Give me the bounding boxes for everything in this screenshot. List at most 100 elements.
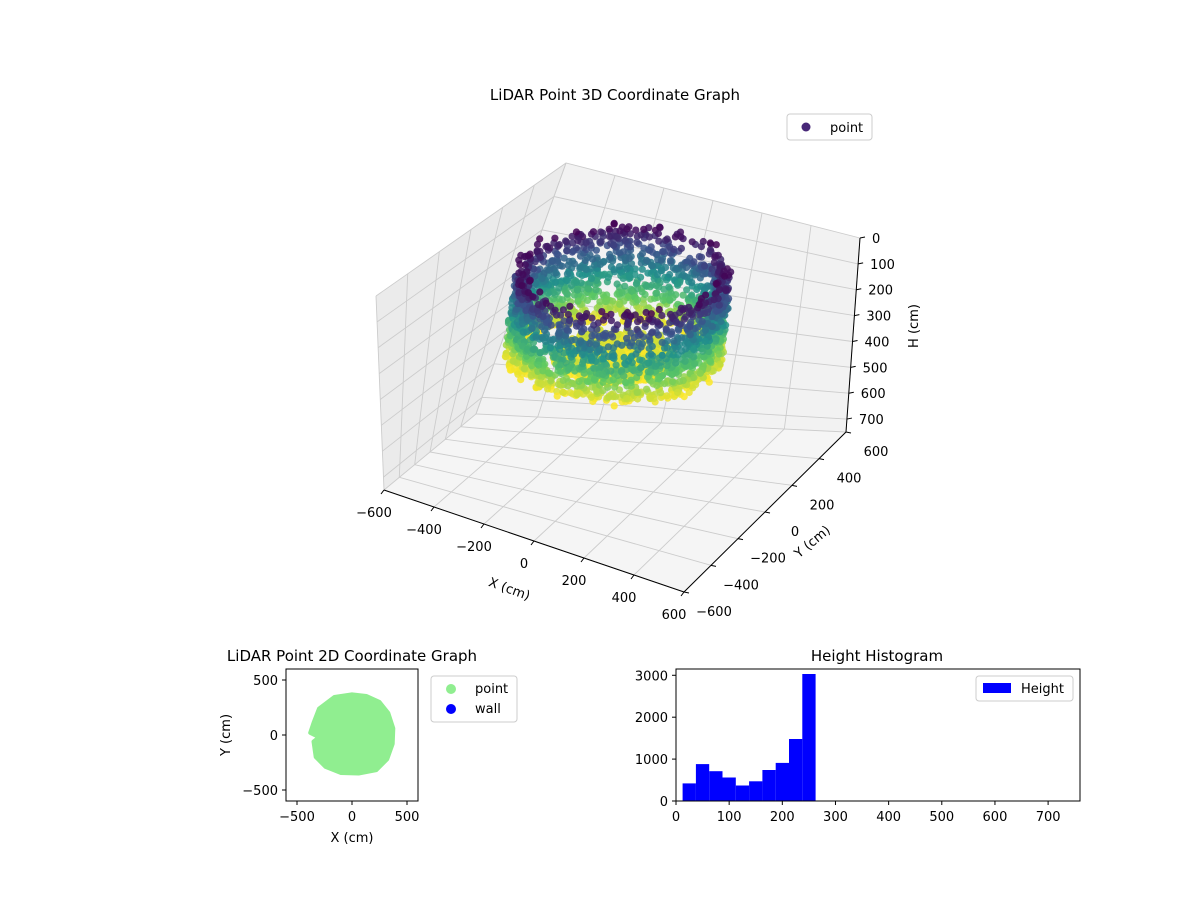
point-3d xyxy=(709,367,717,375)
y-tick-label: 600 xyxy=(864,445,889,460)
z-tick-label: 0 xyxy=(872,232,880,247)
point-3d xyxy=(563,290,571,298)
point-3d xyxy=(570,308,578,316)
point-3d xyxy=(623,320,631,328)
grid-line-y xyxy=(429,229,766,513)
x-tick-label: 600 xyxy=(662,608,687,623)
point-3d xyxy=(616,300,624,308)
point-3d xyxy=(633,388,641,396)
point-3d xyxy=(533,248,541,256)
point-3d xyxy=(621,282,629,290)
point-3d xyxy=(699,329,707,337)
point-3d xyxy=(520,365,528,373)
point-3d xyxy=(599,316,608,324)
point-3d xyxy=(578,271,586,279)
point-3d xyxy=(619,274,627,282)
point-3d xyxy=(715,350,723,358)
point-3d xyxy=(660,380,669,388)
point-3d xyxy=(638,265,646,273)
point-3d xyxy=(544,289,553,297)
point-3d xyxy=(700,353,708,361)
point-3d xyxy=(665,283,673,291)
point-3d xyxy=(712,241,720,249)
plot-2d-ylabel: Y (cm) xyxy=(219,714,234,757)
point-3d xyxy=(696,369,704,377)
point-3d xyxy=(633,296,642,304)
point-3d xyxy=(642,361,650,369)
point-3d xyxy=(580,369,588,377)
point-3d xyxy=(721,272,729,280)
histogram-bar xyxy=(682,783,696,801)
x-tick-mark xyxy=(530,540,535,546)
grid-line-y xyxy=(444,207,793,486)
point-3d xyxy=(565,317,574,325)
point-3d xyxy=(659,296,668,304)
point-3d xyxy=(512,305,521,313)
point-3d xyxy=(591,293,599,301)
point-3d xyxy=(560,338,568,346)
point-3d xyxy=(559,388,568,396)
z-tick-mark xyxy=(846,417,853,420)
plot-2d-ticks: −500−500 0 0 500 500 xyxy=(242,674,419,825)
point-3d xyxy=(669,378,677,386)
point-3d xyxy=(632,350,640,358)
x-tick-mark xyxy=(380,489,385,495)
point-3d xyxy=(528,324,536,333)
y-tick-label: 0 xyxy=(270,729,278,744)
point-3d xyxy=(675,326,683,334)
point-3d xyxy=(627,312,635,320)
point-3d xyxy=(699,347,707,355)
y-tick-mark xyxy=(845,431,852,434)
z-tick-label: 700 xyxy=(859,413,884,428)
point-3d xyxy=(546,244,554,252)
y-tick-label: −400 xyxy=(723,578,759,593)
point-3d xyxy=(590,261,599,269)
point-3d xyxy=(633,232,641,240)
point-3d xyxy=(627,260,636,268)
plot-2d-legend-point-label: point xyxy=(475,682,508,697)
point-3d xyxy=(695,301,703,309)
point-3d xyxy=(538,380,547,388)
point-3d xyxy=(663,344,671,352)
point-3d xyxy=(535,361,543,369)
plot-3d-legend: point xyxy=(786,113,873,141)
point-3d xyxy=(676,377,684,385)
point-3d xyxy=(558,296,566,304)
point-3d xyxy=(606,303,614,311)
point-3d xyxy=(582,265,590,273)
z-tick-mark xyxy=(854,314,860,317)
point-3d xyxy=(638,249,647,258)
point-3d xyxy=(669,351,677,359)
point-3d xyxy=(708,313,716,321)
grid-line-z xyxy=(382,363,849,452)
point-3d xyxy=(654,331,663,339)
point-3d xyxy=(672,318,680,326)
point-3d xyxy=(557,361,565,369)
point-3d xyxy=(643,385,651,393)
point-3d xyxy=(568,248,576,256)
x-tick-label: −500 xyxy=(279,810,315,825)
point-3d xyxy=(706,358,715,366)
y-tick-label: 2000 xyxy=(635,711,668,726)
point-3d xyxy=(515,289,523,297)
y-tick-label: 500 xyxy=(253,674,278,689)
y-tick-mark xyxy=(764,511,771,514)
point-3d xyxy=(683,263,691,272)
z-tick-mark xyxy=(850,365,856,368)
point-3d xyxy=(646,394,654,402)
x-tick-label: −200 xyxy=(456,540,492,555)
point-3d xyxy=(607,317,616,325)
point-3d xyxy=(632,226,640,234)
point-3d xyxy=(637,273,645,281)
point-3d xyxy=(590,375,598,383)
point-3d xyxy=(647,350,655,358)
point-3d xyxy=(613,233,622,241)
point-3d xyxy=(625,254,634,262)
point-3d xyxy=(696,311,704,319)
point-3d xyxy=(602,361,611,370)
point-3d xyxy=(671,359,680,367)
point-3d xyxy=(666,270,674,279)
x-tick-mark xyxy=(480,523,485,529)
point-3d xyxy=(610,402,618,410)
